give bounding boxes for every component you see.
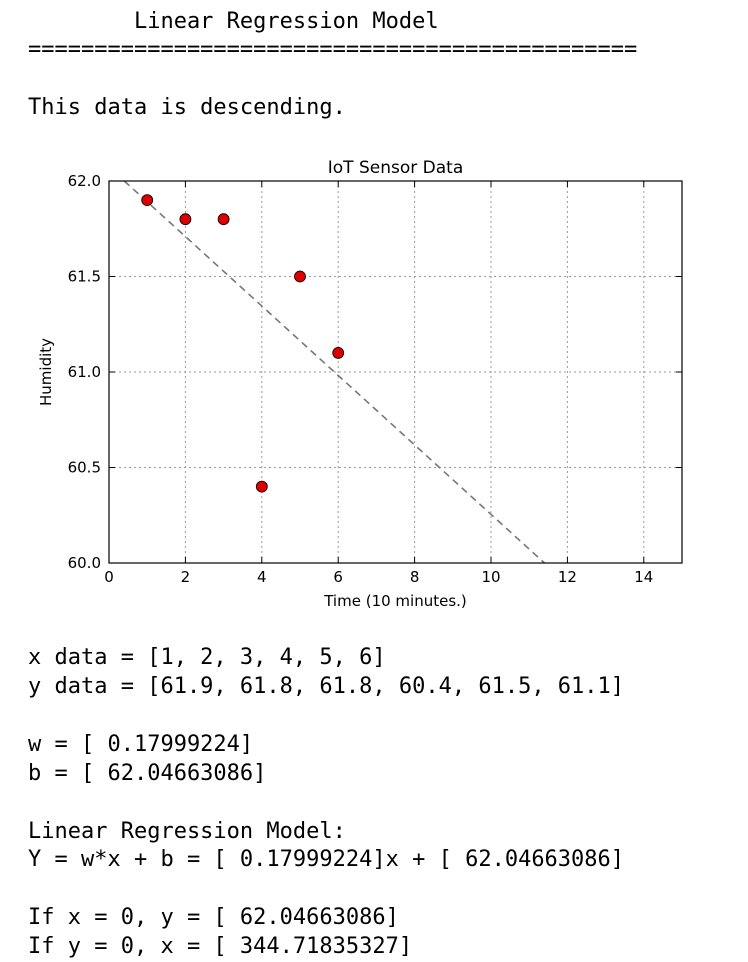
x-tick-label: 2 (181, 568, 191, 586)
data-point (294, 270, 306, 283)
grid-lines (108, 180, 682, 564)
x-intercept-line: If y = 0, x = [ 344.71835327] (28, 934, 413, 959)
data-point (217, 213, 230, 226)
y-intercept-line: If x = 0, y = [ 62.04663086] (28, 905, 399, 930)
x-tick-label: 8 (410, 568, 420, 586)
chart-title: IoT Sensor Data (328, 158, 463, 178)
x-tick-label: 4 (257, 568, 267, 586)
x-tick-label: 14 (634, 568, 653, 586)
x-tick-label: 12 (558, 568, 577, 586)
data-point (141, 194, 154, 206)
regression-line (123, 180, 546, 564)
data-points (141, 194, 345, 493)
fit-line-layer (123, 180, 546, 564)
y-tick-label: 60.0 (68, 554, 101, 572)
x-tick-label: 6 (333, 568, 343, 586)
scatter-chart: 0 2 4 6 8 10 12 14 60.0 60.5 61.0 61.5 62.0 IoT Sens… (37, 158, 683, 610)
y-data-line: y data = [61.9, 61.8, 61.8, 60.4, 61.5, … (28, 674, 625, 699)
y-tick-label: 60.5 (68, 459, 101, 477)
y-axis-label: Humidity (37, 338, 55, 406)
title-rule: ========================================… (28, 37, 638, 62)
data-point (255, 480, 268, 493)
x-axis-label: Time (10 minutes.) (323, 592, 467, 610)
y-tick-label: 61.0 (68, 363, 101, 381)
x-data-line: x data = [1, 2, 3, 4, 5, 6] (28, 645, 386, 670)
weight-line: w = [ 0.17999224] (28, 732, 254, 757)
bias-line: b = [ 62.04663086] (28, 761, 267, 786)
trend-message: This data is descending. (28, 95, 346, 120)
model-equation: Y = w*x + b = [ 0.17999224]x + [ 62.0466… (28, 847, 625, 872)
x-tick-label: 10 (481, 568, 500, 586)
data-point (179, 213, 192, 226)
y-tick-label: 62.0 (68, 172, 101, 190)
data-point (332, 346, 345, 359)
model-heading: Linear Regression Model: (28, 819, 346, 844)
y-tick-label: 61.5 (68, 268, 101, 286)
axis-ticks: 0 2 4 6 8 10 12 14 60.0 60.5 61.0 61.5 62.0 (68, 172, 682, 586)
page-title: Linear Regression Model (28, 9, 439, 34)
x-tick-label: 0 (104, 568, 114, 586)
